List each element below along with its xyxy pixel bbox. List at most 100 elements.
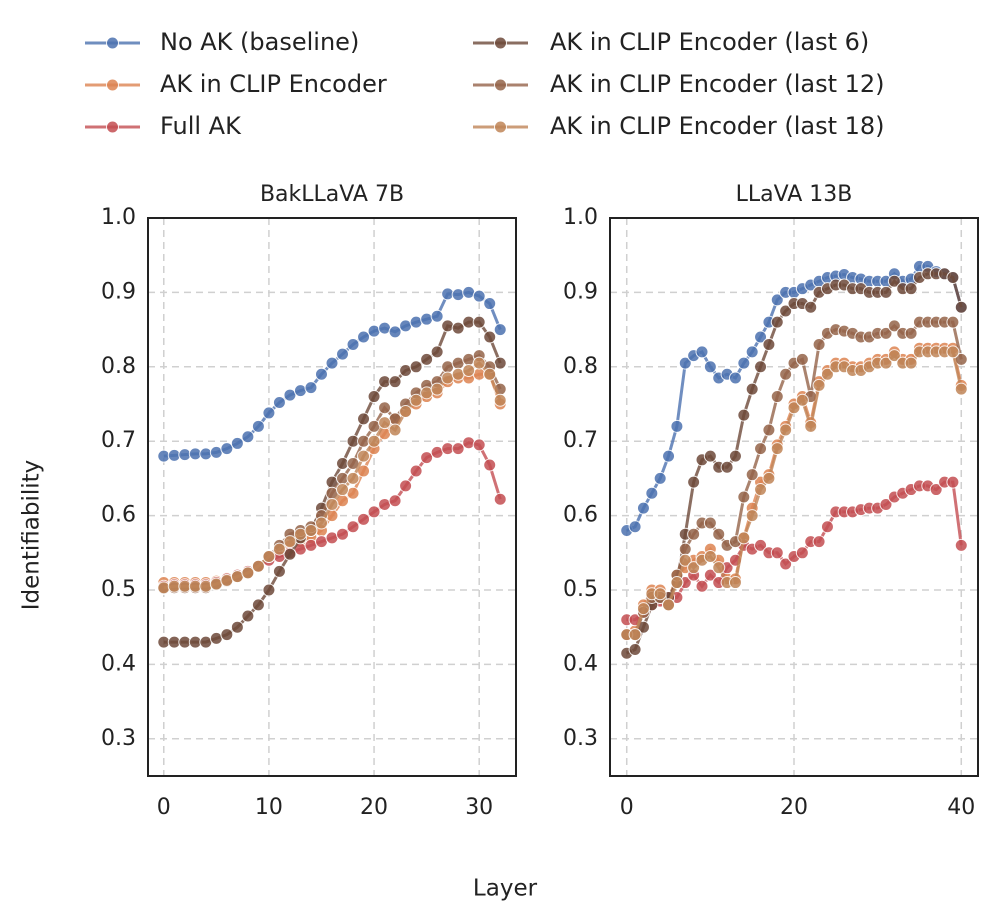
- legend-label: No AK (baseline): [160, 28, 359, 56]
- x-tick-label: 40: [947, 795, 975, 820]
- data-point: [230, 436, 244, 450]
- data-point: [388, 494, 402, 508]
- data-point: [745, 509, 759, 523]
- data-point: [430, 345, 444, 359]
- y-tick-label: 0.8: [101, 354, 136, 379]
- data-point: [367, 505, 381, 519]
- data-point: [712, 561, 726, 575]
- y-tick-label: 0.4: [563, 651, 598, 676]
- data-point: [879, 285, 893, 299]
- data-point: [388, 423, 402, 437]
- data-point: [795, 352, 809, 366]
- data-point: [879, 356, 893, 370]
- data-point: [628, 643, 642, 657]
- data-point: [283, 547, 297, 561]
- data-point: [241, 609, 255, 623]
- data-point: [462, 364, 476, 378]
- data-point: [388, 325, 402, 339]
- data-point: [795, 546, 809, 560]
- legend-label: AK in CLIP Encoder: [160, 70, 387, 98]
- data-point: [695, 345, 709, 359]
- data-point: [628, 520, 642, 534]
- data-point: [670, 419, 684, 433]
- data-point: [720, 460, 734, 474]
- legend-marker: [106, 78, 119, 92]
- data-point: [754, 442, 768, 456]
- data-point: [770, 315, 784, 329]
- data-point: [904, 282, 918, 296]
- plot-frame: [147, 217, 517, 777]
- data-point: [946, 475, 960, 489]
- x-tick-label: 0: [157, 795, 171, 820]
- data-point: [399, 404, 413, 418]
- data-point: [887, 319, 901, 333]
- data-point: [283, 535, 297, 549]
- data-point: [728, 371, 742, 385]
- y-tick-label: 0.9: [101, 279, 136, 304]
- data-point: [946, 315, 960, 329]
- data-point: [653, 587, 667, 601]
- data-point: [954, 300, 968, 314]
- data-point: [493, 393, 507, 407]
- data-point: [770, 442, 784, 456]
- data-point: [483, 330, 497, 344]
- data-point: [779, 423, 793, 437]
- data-point: [879, 497, 893, 511]
- data-point: [745, 382, 759, 396]
- data-point: [472, 438, 486, 452]
- data-point: [754, 483, 768, 497]
- y-axis-label: Identifiability: [19, 460, 45, 611]
- data-point: [770, 293, 784, 307]
- data-point: [770, 546, 784, 560]
- data-point: [754, 360, 768, 374]
- data-point: [272, 542, 286, 556]
- data-point: [745, 468, 759, 482]
- data-point: [251, 598, 265, 612]
- data-point: [954, 538, 968, 552]
- y-tick-label: 0.8: [563, 354, 598, 379]
- series-line: [163, 361, 502, 590]
- data-point: [678, 553, 692, 567]
- data-point: [929, 483, 943, 497]
- data-point: [887, 349, 901, 363]
- data-point: [357, 449, 371, 463]
- data-point: [262, 406, 276, 420]
- x-tick-label: 20: [780, 795, 808, 820]
- data-point: [636, 602, 650, 616]
- data-point: [420, 451, 434, 465]
- data-point: [472, 289, 486, 303]
- data-point: [357, 330, 371, 344]
- x-tick-label: 0: [620, 795, 634, 820]
- data-point: [493, 323, 507, 337]
- data-point: [728, 576, 742, 590]
- data-point: [409, 393, 423, 407]
- data-point: [462, 436, 476, 450]
- data-point: [754, 330, 768, 344]
- data-point: [357, 412, 371, 426]
- data-point: [272, 564, 286, 578]
- data-point: [820, 520, 834, 534]
- data-point: [887, 274, 901, 288]
- data-point: [336, 347, 350, 361]
- data-point: [483, 458, 497, 472]
- data-point: [812, 535, 826, 549]
- data-point: [272, 396, 286, 410]
- data-point: [804, 300, 818, 314]
- legend-label: Full AK: [160, 112, 242, 140]
- legend-label: AK in CLIP Encoder (last 6): [550, 28, 869, 56]
- data-point: [904, 326, 918, 340]
- data-point: [325, 356, 339, 370]
- data-point: [399, 479, 413, 493]
- data-point: [687, 561, 701, 575]
- data-point: [820, 367, 834, 381]
- y-tick-label: 1.0: [563, 205, 598, 230]
- data-point: [737, 408, 751, 422]
- data-point: [483, 367, 497, 381]
- data-point: [241, 430, 255, 444]
- data-point: [483, 297, 497, 311]
- legend-marker: [494, 120, 507, 134]
- legend-marker: [106, 120, 119, 134]
- data-point: [346, 520, 360, 534]
- data-point: [420, 352, 434, 366]
